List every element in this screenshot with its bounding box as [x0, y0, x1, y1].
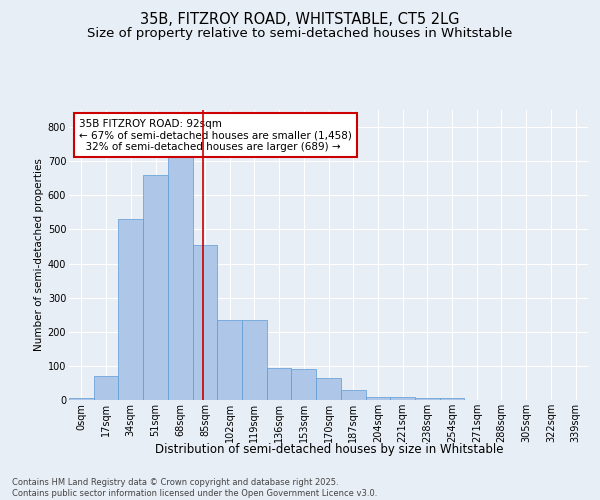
Bar	[94, 376, 118, 400]
Bar	[143, 175, 168, 400]
Bar	[440, 398, 464, 400]
Text: Size of property relative to semi-detached houses in Whitstable: Size of property relative to semi-detach…	[88, 28, 512, 40]
Bar	[267, 368, 292, 400]
Bar	[292, 370, 316, 400]
Bar	[365, 396, 390, 400]
Text: Distribution of semi-detached houses by size in Whitstable: Distribution of semi-detached houses by …	[155, 442, 503, 456]
Bar	[217, 320, 242, 400]
Bar	[390, 396, 415, 400]
Y-axis label: Number of semi-detached properties: Number of semi-detached properties	[34, 158, 44, 352]
Text: 35B FITZROY ROAD: 92sqm
← 67% of semi-detached houses are smaller (1,458)
  32% : 35B FITZROY ROAD: 92sqm ← 67% of semi-de…	[79, 118, 352, 152]
Bar	[118, 219, 143, 400]
Bar	[69, 398, 94, 400]
Bar	[242, 320, 267, 400]
Bar	[316, 378, 341, 400]
Bar	[168, 140, 193, 400]
Bar	[193, 245, 217, 400]
Bar	[341, 390, 365, 400]
Text: Contains HM Land Registry data © Crown copyright and database right 2025.
Contai: Contains HM Land Registry data © Crown c…	[12, 478, 377, 498]
Text: 35B, FITZROY ROAD, WHITSTABLE, CT5 2LG: 35B, FITZROY ROAD, WHITSTABLE, CT5 2LG	[140, 12, 460, 28]
Bar	[415, 398, 440, 400]
